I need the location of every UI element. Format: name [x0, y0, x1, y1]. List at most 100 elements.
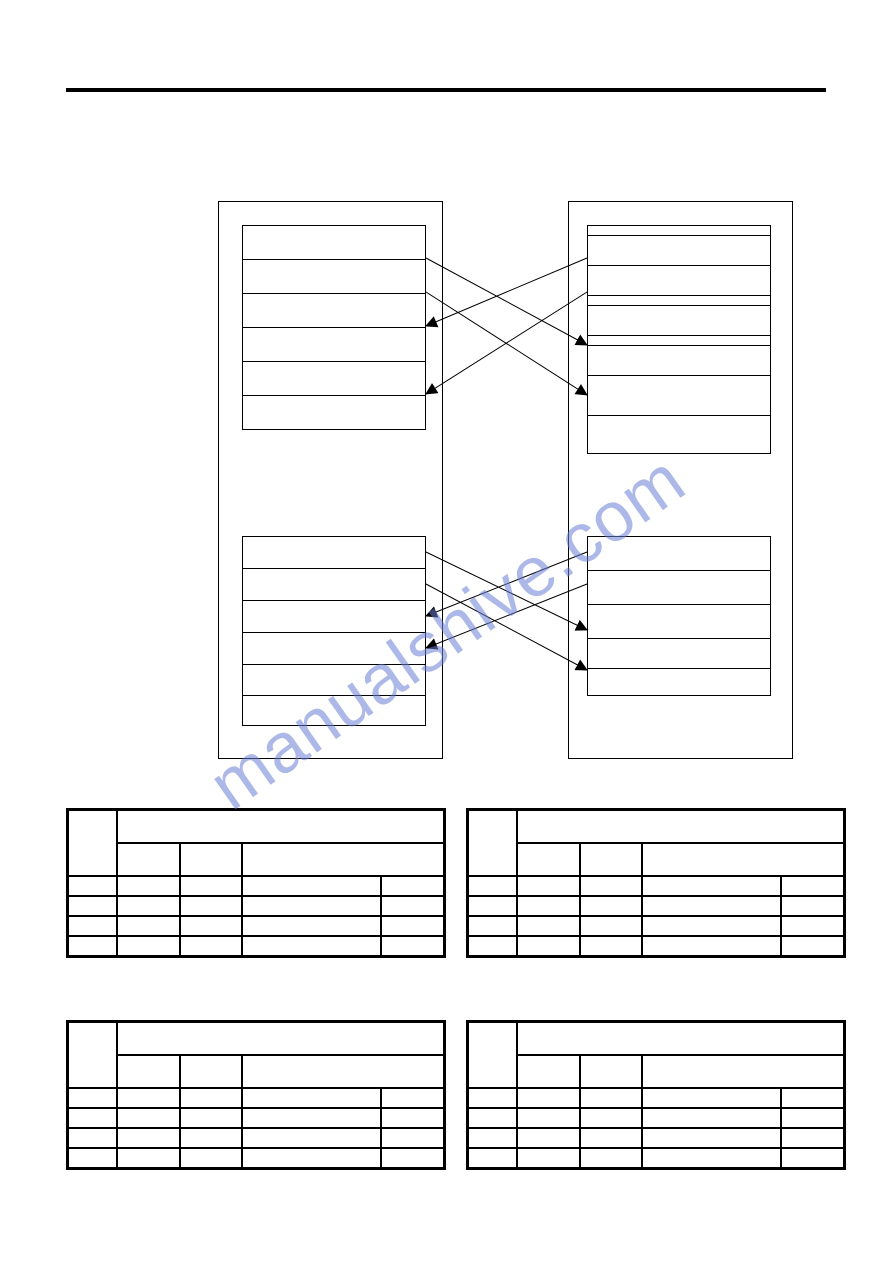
- table-cell: [642, 1108, 781, 1128]
- table-cell: [580, 1108, 642, 1128]
- table-d: [466, 1020, 846, 1170]
- arrow: [426, 552, 587, 630]
- table-cell: [517, 1055, 579, 1088]
- table-cell: [68, 1128, 117, 1148]
- table-cell: [381, 876, 444, 896]
- diagram-row: [243, 696, 425, 727]
- diagram-row: [243, 294, 425, 328]
- table-cell: [517, 1108, 579, 1128]
- arrow: [426, 584, 587, 670]
- table-cell: [68, 1022, 117, 1088]
- table-cell: [242, 936, 381, 956]
- table-cell: [580, 936, 642, 956]
- diagram-inner-right-bottom: [587, 536, 771, 696]
- table-cell: [180, 1088, 242, 1108]
- table-cell: [517, 1022, 844, 1055]
- table-cell: [642, 876, 781, 896]
- table-cell: [468, 1088, 517, 1108]
- diagram-row: [243, 362, 425, 396]
- table-cell: [117, 1055, 179, 1088]
- table-cell: [517, 896, 579, 916]
- table-cell: [381, 936, 444, 956]
- table-cell: [468, 1148, 517, 1168]
- table-cell: [580, 876, 642, 896]
- table-cell: [180, 1128, 242, 1148]
- table-cell: [242, 843, 444, 876]
- diagram-row: [243, 396, 425, 431]
- arrow: [426, 292, 587, 395]
- table-cell: [68, 916, 117, 936]
- diagram-row: [243, 633, 425, 665]
- table-cell: [580, 843, 642, 876]
- table-cell: [517, 1148, 579, 1168]
- table-cell: [117, 1128, 179, 1148]
- table-cell: [781, 896, 844, 916]
- table-cell: [180, 843, 242, 876]
- diagram-inner-right-top: [587, 225, 771, 454]
- table-cell: [242, 896, 381, 916]
- table-cell: [580, 1148, 642, 1168]
- table-cell: [180, 1055, 242, 1088]
- diagram-row: [588, 266, 770, 296]
- table-c: [66, 1020, 446, 1170]
- table-cell: [468, 1022, 517, 1088]
- table-cell: [180, 896, 242, 916]
- diagram-inner-left-bottom: [242, 536, 426, 726]
- table-cell: [642, 1128, 781, 1148]
- diagram-row: [243, 260, 425, 294]
- table-cell: [117, 936, 179, 956]
- table-cell: [468, 916, 517, 936]
- table-cell: [180, 1108, 242, 1128]
- arrow: [426, 258, 587, 326]
- table-cell: [180, 876, 242, 896]
- table-cell: [242, 916, 381, 936]
- diagram-row: [243, 226, 425, 260]
- table-cell: [68, 896, 117, 916]
- diagram-row: [588, 346, 770, 376]
- diagram-row: [588, 605, 770, 639]
- arrow: [426, 584, 587, 648]
- table-cell: [642, 843, 844, 876]
- table-cell: [117, 1022, 444, 1055]
- table-cell: [180, 1148, 242, 1168]
- table-cell: [781, 1128, 844, 1148]
- diagram-row: [243, 665, 425, 696]
- table-cell: [468, 876, 517, 896]
- table-cell: [68, 810, 117, 876]
- table-cell: [781, 1088, 844, 1108]
- table-cell: [242, 1055, 444, 1088]
- table-cell: [117, 1148, 179, 1168]
- arrow: [426, 552, 587, 616]
- table-cell: [381, 1148, 444, 1168]
- table-cell: [180, 916, 242, 936]
- diagram-row: [588, 416, 770, 455]
- table-cell: [517, 916, 579, 936]
- header-rule: [66, 88, 826, 92]
- table-b: [466, 808, 846, 958]
- table-cell: [381, 916, 444, 936]
- table-cell: [642, 1148, 781, 1168]
- table-cell: [781, 916, 844, 936]
- table-cell: [117, 810, 444, 843]
- table-cell: [642, 896, 781, 916]
- table-cell: [68, 1148, 117, 1168]
- diagram-row: [588, 639, 770, 669]
- table-cell: [781, 1148, 844, 1168]
- table-cell: [68, 936, 117, 956]
- table-cell: [517, 1088, 579, 1108]
- table-cell: [68, 1088, 117, 1108]
- table-cell: [117, 876, 179, 896]
- table-cell: [68, 1108, 117, 1128]
- table-cell: [468, 1128, 517, 1148]
- diagram-row: [588, 306, 770, 336]
- diagram-row: [588, 669, 770, 697]
- table-cell: [68, 876, 117, 896]
- table-cell: [381, 896, 444, 916]
- table-cell: [517, 936, 579, 956]
- table-cell: [381, 1128, 444, 1148]
- table-cell: [580, 1128, 642, 1148]
- diagram-row: [588, 571, 770, 605]
- table-cell: [642, 936, 781, 956]
- table-cell: [117, 1088, 179, 1108]
- arrow: [426, 292, 587, 394]
